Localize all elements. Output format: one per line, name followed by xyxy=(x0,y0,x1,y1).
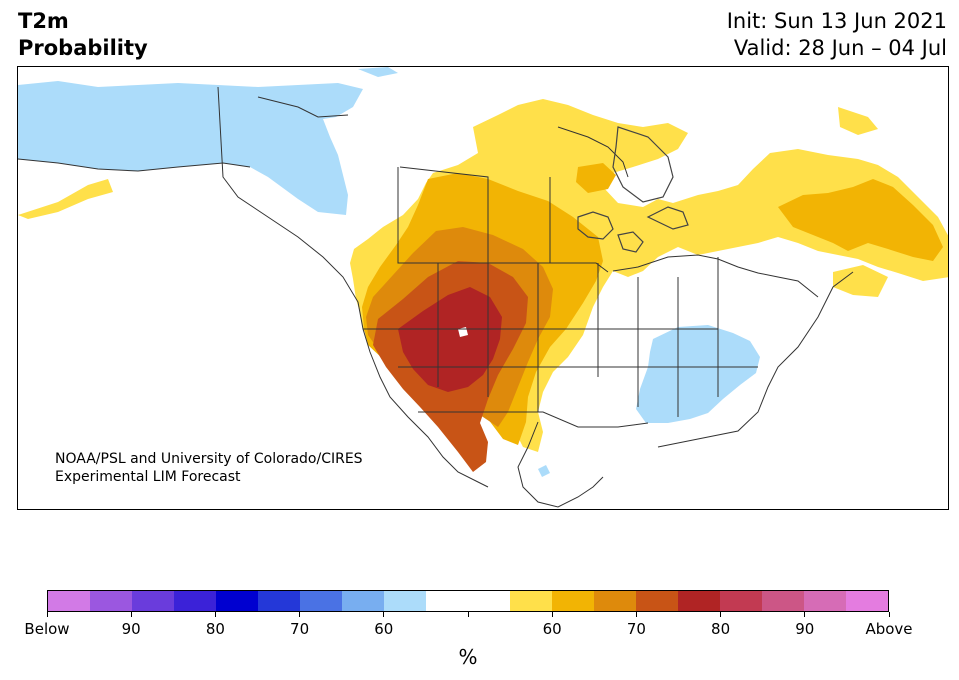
colorbar-tick-label: 60 xyxy=(374,620,394,638)
init-date: Init: Sun 13 Jun 2021 xyxy=(726,9,947,33)
colorbar-segment xyxy=(720,591,762,611)
colorbar-unit: % xyxy=(458,645,478,669)
colorbar-tick xyxy=(888,612,890,617)
colorbar-segment xyxy=(762,591,804,611)
colorbar-segment xyxy=(90,591,132,611)
colorbar-tick-label: 80 xyxy=(205,620,225,638)
borders xyxy=(18,86,854,508)
colorbar-tick xyxy=(383,612,385,617)
colorbar-segment xyxy=(804,591,846,611)
colorbar-segment xyxy=(678,591,720,611)
map-title: T2m Probability xyxy=(18,8,148,62)
colorbar-tick xyxy=(551,612,553,617)
colorbar-tick-label: Below xyxy=(24,620,70,638)
below-region-arctic xyxy=(358,67,398,77)
above-60-newfoundland xyxy=(833,265,888,297)
colorbar-segment xyxy=(258,591,300,611)
valid-range: Valid: 28 Jun – 04 Jul xyxy=(733,36,947,60)
colorbar-tick xyxy=(130,612,132,617)
credit-line-2: Experimental LIM Forecast xyxy=(55,469,241,485)
above-patch-alaska xyxy=(18,179,113,219)
colorbar-segment xyxy=(300,591,342,611)
title-line-2: Probability xyxy=(18,36,148,60)
colorbar-segment xyxy=(48,591,90,611)
colorbar-segment xyxy=(594,591,636,611)
colorbar-tick-label: 90 xyxy=(121,620,141,638)
colorbar-segment xyxy=(132,591,174,611)
below-region-southeast xyxy=(636,325,760,423)
colorbar-tick-label: Above xyxy=(865,620,913,638)
colorbar-tick-labels: Below 90 80 70 60 60 70 80 90 Above xyxy=(0,620,959,640)
colorbar-tick-label: 60 xyxy=(542,620,562,638)
colorbar-tick-label: 70 xyxy=(626,620,646,638)
colorbar-segment xyxy=(636,591,678,611)
colorbar-segment xyxy=(426,591,468,611)
forecast-dates: Init: Sun 13 Jun 2021 Valid: 28 Jun – 04… xyxy=(727,8,947,62)
colorbar-segment xyxy=(384,591,426,611)
lakes xyxy=(577,126,689,253)
colorbar-segment xyxy=(174,591,216,611)
probability-map xyxy=(17,66,949,510)
map-svg xyxy=(18,67,948,508)
colorbar-segment xyxy=(468,591,510,611)
below-patch-mexico xyxy=(538,465,550,477)
colorbar-segment xyxy=(846,591,888,611)
colorbar-tick xyxy=(467,612,469,617)
colorbar-tick xyxy=(46,612,48,617)
credit-line-1: NOAA/PSL and University of Colorado/CIRE… xyxy=(55,451,363,467)
colorbar-segment xyxy=(342,591,384,611)
colorbar-tick-label: 70 xyxy=(290,620,310,638)
above-60-greenland xyxy=(838,107,878,135)
colorbar-tick-label: 90 xyxy=(795,620,815,638)
colorbar-tick xyxy=(720,612,722,617)
colorbar-ticks xyxy=(0,612,959,618)
colorbar-tick xyxy=(299,612,301,617)
colorbar-tick xyxy=(635,612,637,617)
colorbar-tick-label: 80 xyxy=(711,620,731,638)
title-line-1: T2m xyxy=(18,9,69,33)
credit-text: NOAA/PSL and University of Colorado/CIRE… xyxy=(55,450,363,486)
colorbar-tick xyxy=(804,612,806,617)
above-70-quebec xyxy=(778,179,943,261)
colorbar-segment xyxy=(510,591,552,611)
above-90-region xyxy=(398,287,502,392)
below-region-alaska xyxy=(18,81,363,215)
colorbar-tick xyxy=(214,612,216,617)
colorbar xyxy=(47,590,889,612)
above-70-hudson xyxy=(576,163,616,193)
colorbar-segment xyxy=(216,591,258,611)
colorbar-segment xyxy=(552,591,594,611)
